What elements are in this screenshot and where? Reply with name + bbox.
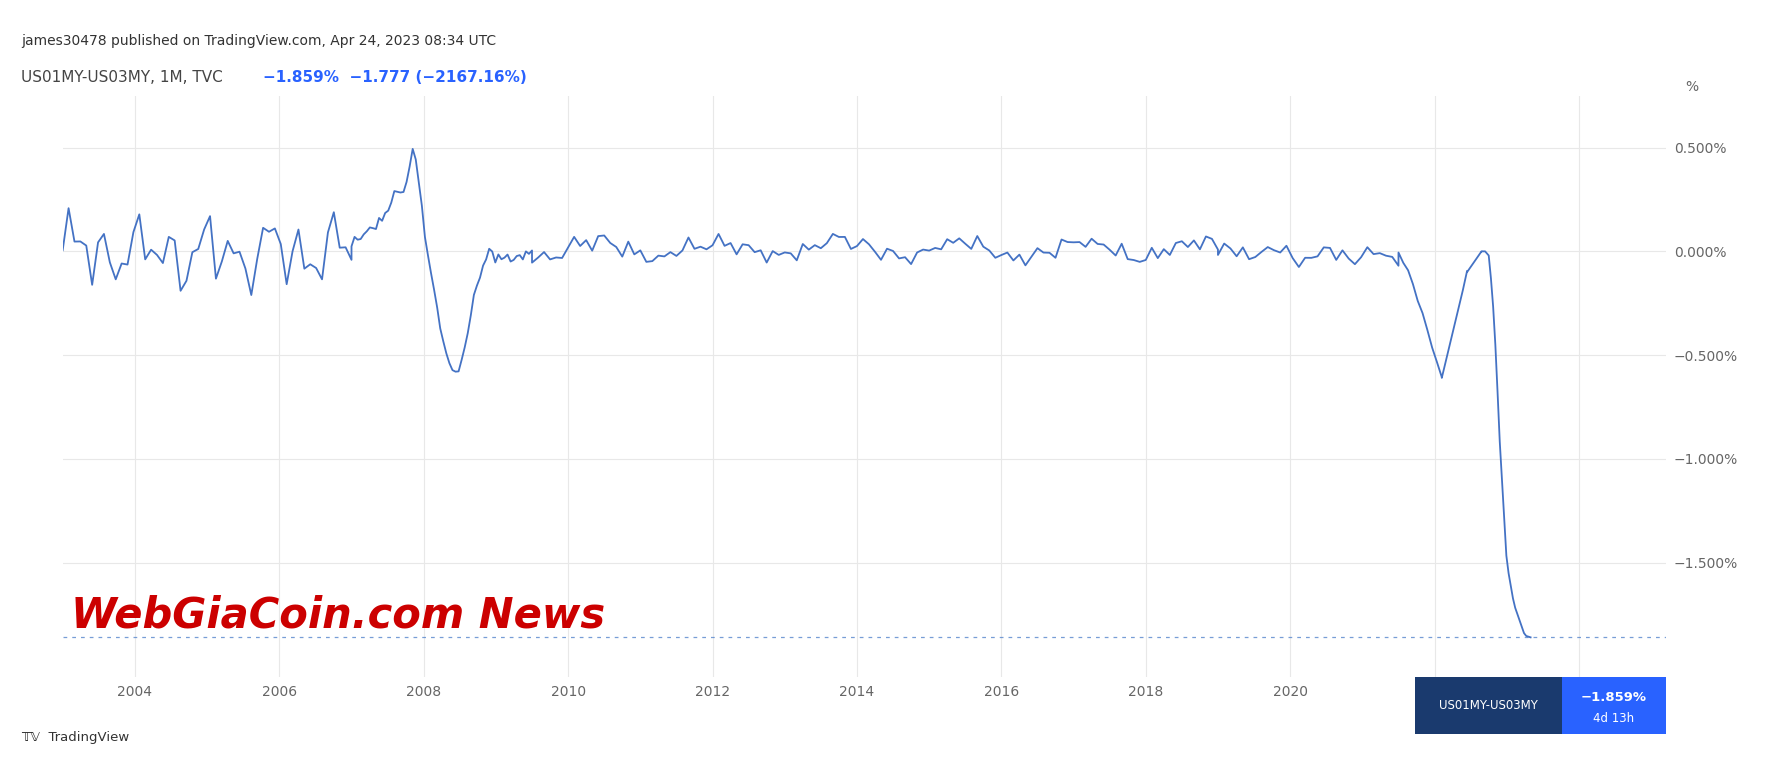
Text: US01MY-US03MY: US01MY-US03MY	[1438, 699, 1538, 712]
Text: 4d 13h: 4d 13h	[1594, 712, 1633, 724]
Text: US01MY-US03MY, 1M, TVC: US01MY-US03MY, 1M, TVC	[21, 70, 233, 86]
Text: −1.859%: −1.859%	[1581, 691, 1646, 704]
Text: −1.859%  −1.777 (−2167.16%): −1.859% −1.777 (−2167.16%)	[263, 70, 527, 86]
Text: WebGiaCoin.com News: WebGiaCoin.com News	[70, 594, 605, 636]
Text: 𝕋𝕍  TradingView: 𝕋𝕍 TradingView	[21, 731, 129, 744]
Text: james30478 published on TradingView.com, Apr 24, 2023 08:34 UTC: james30478 published on TradingView.com,…	[21, 34, 496, 48]
Text: %: %	[1685, 80, 1698, 94]
